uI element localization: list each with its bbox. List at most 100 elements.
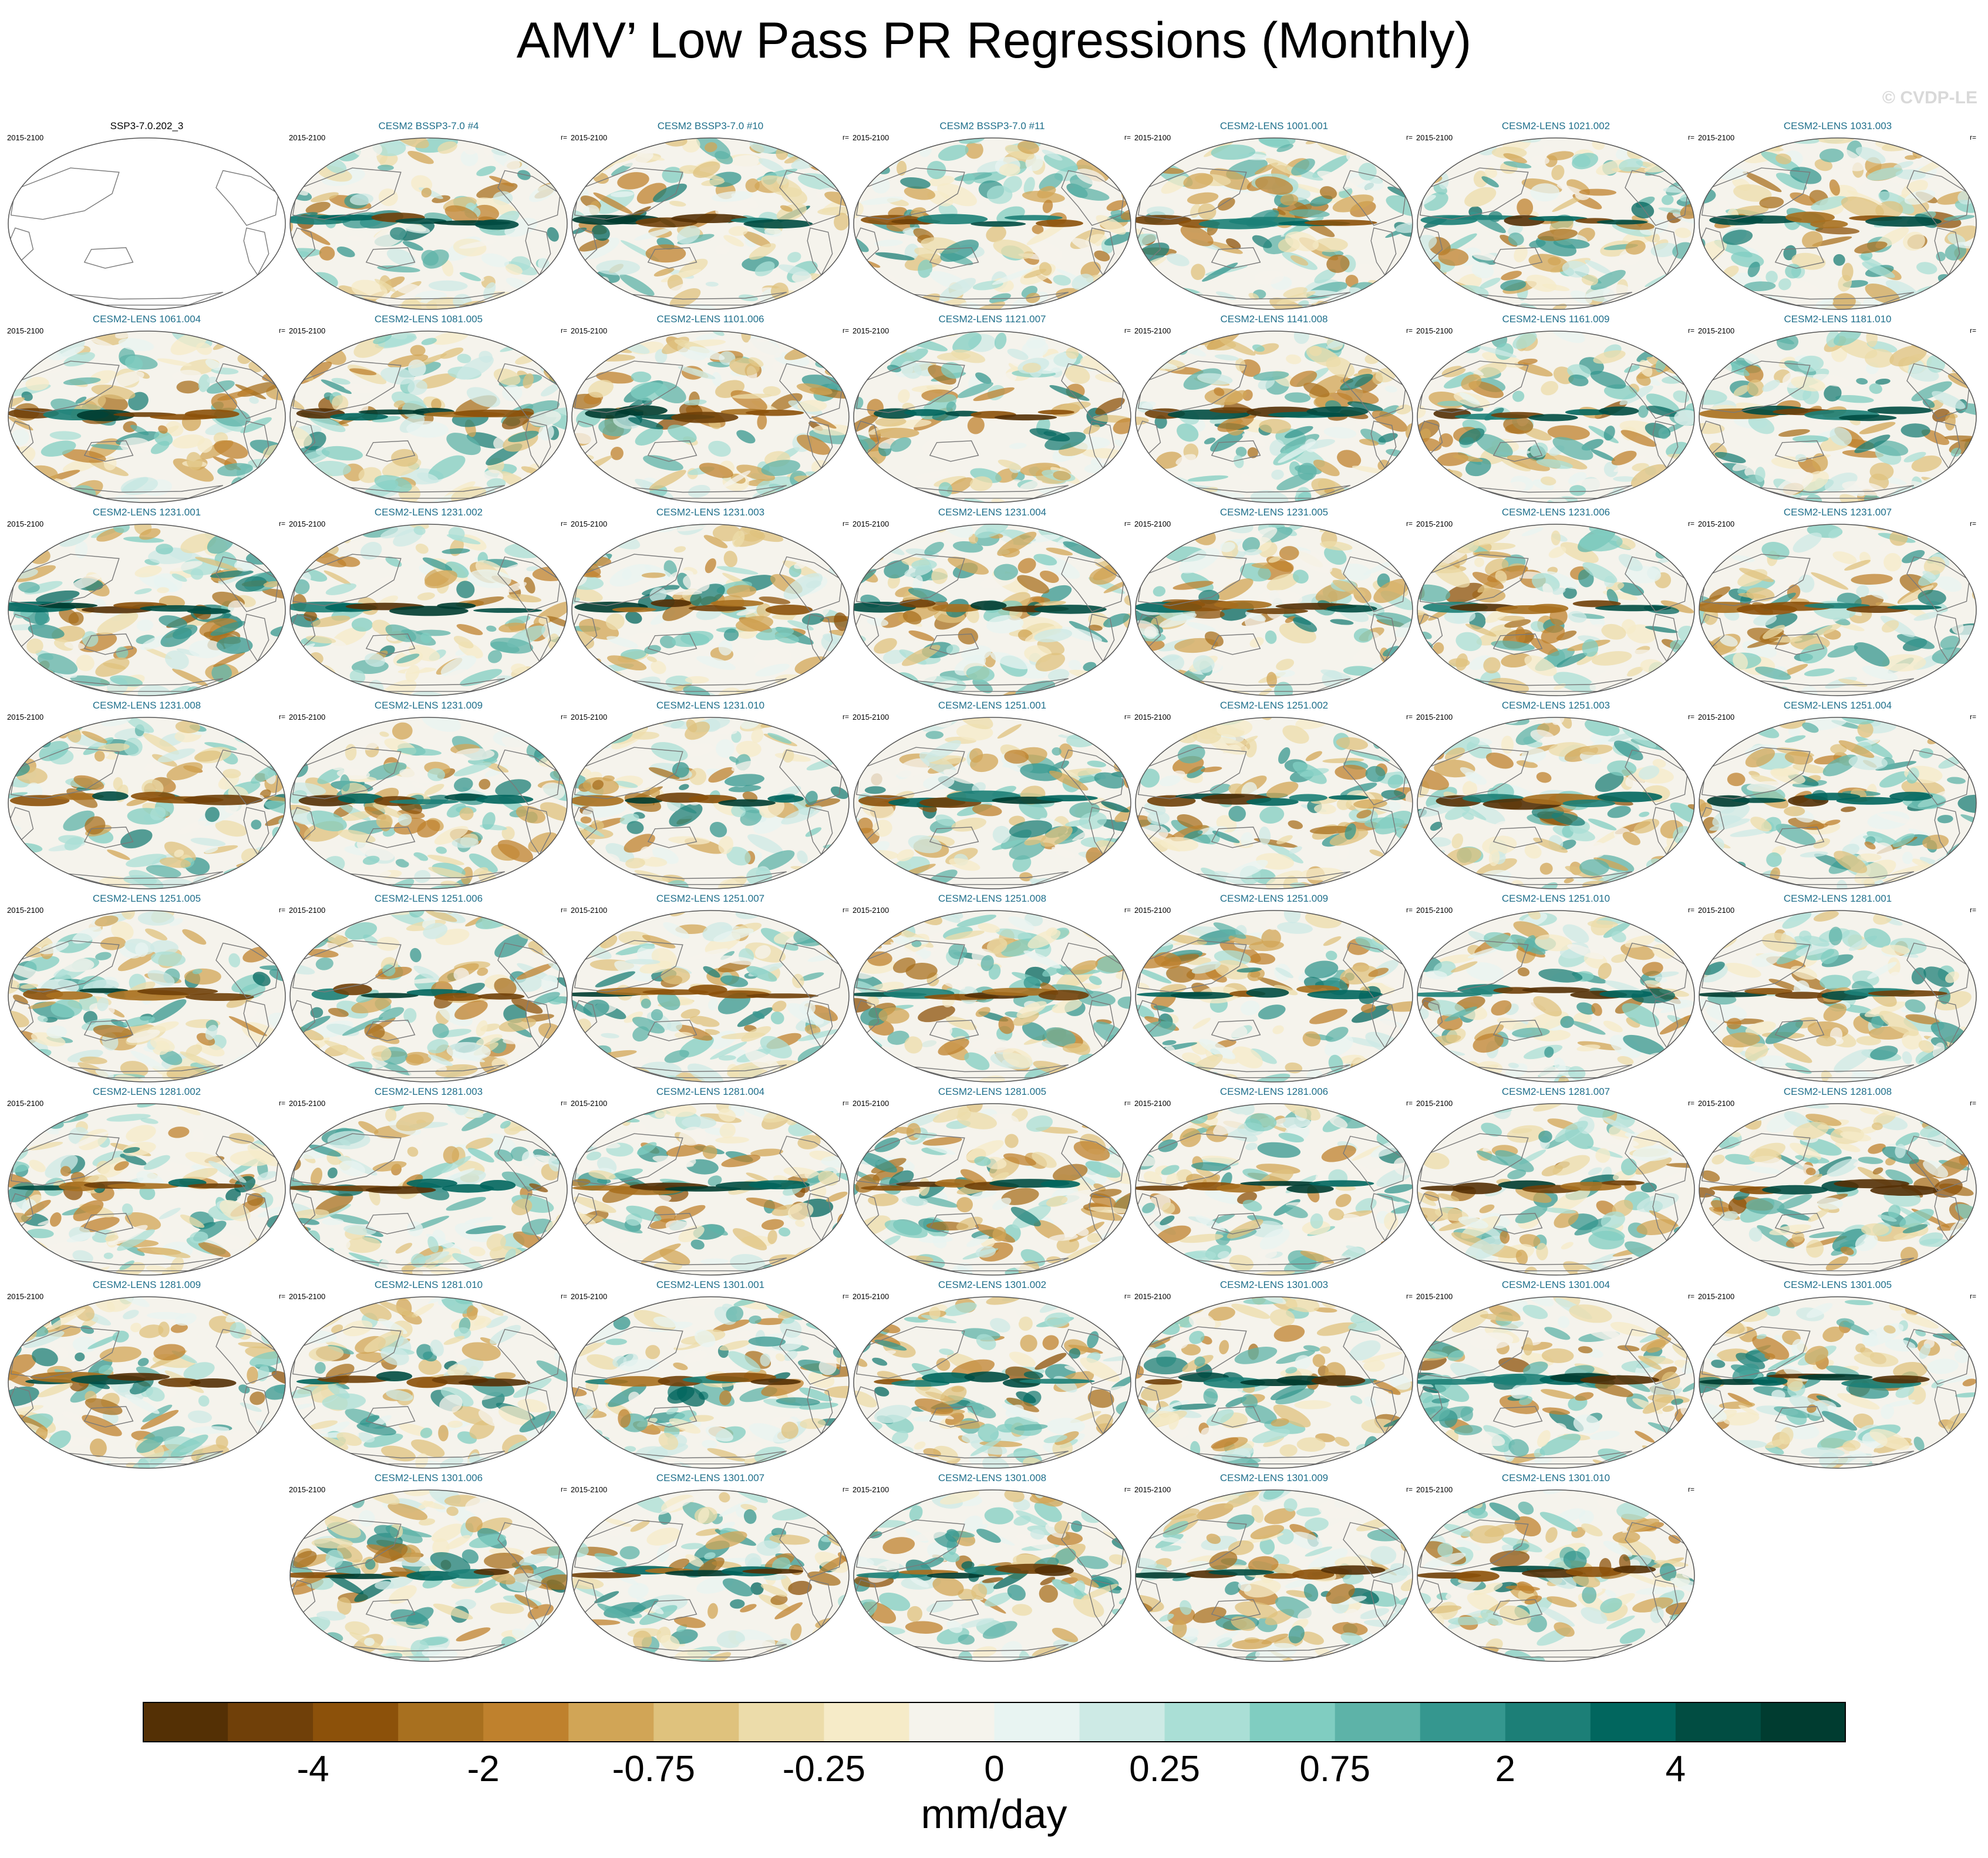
map-panel: CESM2-LENS 1061.004 2015-2100 r= [6,313,288,507]
anomaly-blob [997,724,1022,739]
anomaly-blob [136,619,154,632]
anomaly-blob [621,649,646,660]
anomaly-blob [1330,619,1354,625]
anomaly-blob [275,911,285,925]
anomaly-blob [86,497,96,503]
continent-outline [1211,247,1261,269]
anomaly-blob [1103,613,1130,628]
itcz-anomaly [994,414,1057,421]
anomaly-blob [728,226,748,236]
anomaly-blob [1707,301,1723,309]
anomaly-blob [787,331,801,336]
continent-outline [1061,363,1124,419]
anomaly-blob [1865,349,1894,368]
anomaly-blob [1670,486,1681,496]
anomaly-blob [1569,485,1586,496]
continent-outline [855,554,965,606]
anomaly-blob [558,166,567,178]
continent-outline [929,440,979,462]
anomaly-blob [507,594,541,603]
anomaly-blob [1167,335,1185,351]
anomaly-blob [1875,378,1891,385]
anomaly-blob [18,885,39,889]
anomaly-blob [1625,649,1665,661]
anomaly-blob [341,524,360,532]
continent-outline [1774,247,1825,269]
anomaly-blob [1120,331,1131,336]
anomaly-blob [644,564,675,581]
anomaly-blob [427,455,466,480]
anomaly-blob [1186,622,1217,632]
anomaly-blob [68,612,84,626]
anomaly-blob [253,335,266,347]
anomaly-blob [646,656,657,662]
anomaly-blob [366,762,407,780]
anomaly-blob [1033,554,1057,566]
anomaly-blob [1459,392,1480,405]
anomaly-blob [1829,179,1840,196]
itcz-anomaly [689,605,747,612]
anomaly-blob [1110,475,1131,495]
anomaly-blob [1658,427,1670,439]
anomaly-blob [1905,155,1918,160]
anomaly-blob [1140,866,1170,885]
anomaly-blob [1903,451,1926,463]
anomaly-blob [63,352,95,367]
anomaly-blob [854,553,872,564]
map-border [571,137,850,310]
anomaly-blob [838,543,849,550]
anomaly-blob [1187,766,1205,778]
panel-period: 2015-2100 [1134,326,1171,335]
itcz-anomaly [395,218,447,224]
anomaly-blob [1684,672,1694,690]
anomaly-blob [1699,840,1715,858]
anomaly-blob [1135,879,1164,889]
anomaly-blob [820,911,844,924]
anomaly-blob [1279,546,1299,561]
anomaly-blob [854,555,874,562]
anomaly-blob [832,360,845,368]
anomaly-blob [854,342,894,356]
anomaly-blob [1881,620,1899,633]
panel-title: CESM2-LENS 1231.001 [92,507,201,518]
anomaly-blob [1874,440,1909,456]
anomaly-blob [1135,656,1155,675]
anomaly-blob [1201,766,1222,773]
anomaly-blob [1335,764,1368,780]
anomaly-blob [347,235,364,241]
itcz-anomaly [671,214,748,223]
anomaly-blob [732,393,773,399]
anomaly-blob [1669,340,1694,352]
anomaly-blob [545,1061,567,1074]
itcz-anomaly [477,993,525,1000]
anomaly-blob [1135,233,1158,248]
anomaly-blob [952,541,983,553]
anomaly-blob [1423,284,1460,302]
anomaly-blob [1240,474,1251,481]
anomaly-blob [1501,457,1531,471]
anomaly-blob [1919,331,1938,342]
anomaly-blob [1332,194,1374,213]
anomaly-blob [862,725,879,732]
anomaly-blob [757,138,773,143]
anomaly-blob [1495,570,1507,584]
continent-outline [1419,167,1529,220]
anomaly-blob [417,820,440,838]
anomaly-blob [1491,640,1535,651]
anomaly-blob [396,283,422,295]
continent-outline [1137,747,1247,800]
anomaly-blob [8,792,28,800]
anomaly-blob [1076,332,1116,351]
map-svg [8,524,286,696]
anomaly-blob [1353,628,1373,643]
anomaly-blob [1528,254,1569,272]
anomaly-blob [1548,546,1566,558]
anomaly-blob [904,186,936,200]
anomaly-blob [29,487,53,499]
anomaly-blob [1679,524,1694,534]
anomaly-blob [1473,252,1497,261]
anomaly-blob [75,396,87,404]
anomaly-blob [137,684,171,696]
anomaly-blob [1673,138,1694,140]
anomaly-blob [432,331,469,345]
